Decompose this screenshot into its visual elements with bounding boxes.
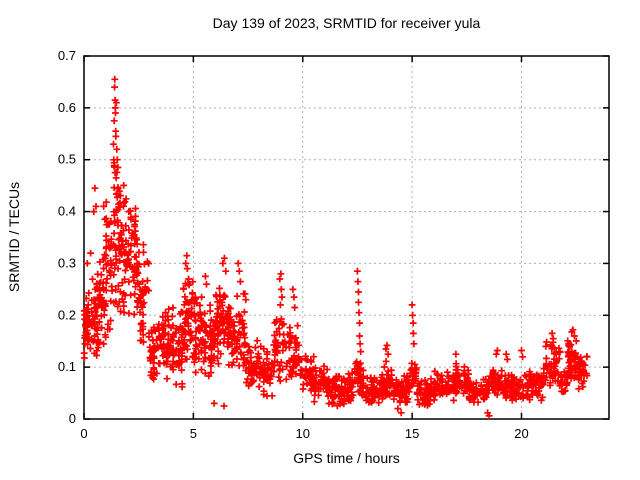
scatter-points xyxy=(80,75,591,420)
y-tick-label: 0.4 xyxy=(58,204,76,219)
y-tick-label: 0.5 xyxy=(58,152,76,167)
y-tick-label: 0.3 xyxy=(58,255,76,270)
y-tick-label: 0.2 xyxy=(58,307,76,322)
x-tick-label: 10 xyxy=(296,426,310,441)
x-tick-label: 15 xyxy=(405,426,419,441)
data-point-markers xyxy=(80,75,591,420)
y-tick-label: 0.1 xyxy=(58,359,76,374)
x-tick-label: 20 xyxy=(514,426,528,441)
y-tick-label: 0.7 xyxy=(58,48,76,63)
plot-border xyxy=(83,55,610,420)
chart-title: Day 139 of 2023, SRMTID for receiver yul… xyxy=(212,15,481,31)
plot-frame xyxy=(83,55,610,420)
x-tick-label: 0 xyxy=(80,426,87,441)
x-tick-label: 5 xyxy=(190,426,197,441)
y-tick-label: 0 xyxy=(69,411,76,426)
x-axis-label: GPS time / hours xyxy=(293,450,400,466)
tick-labels: 0 5 10 15 20 0 0.1 0.2 0.3 0.4 0.5 0.6 0.7 xyxy=(58,48,529,441)
gridlines xyxy=(84,56,609,419)
y-tick-label: 0.6 xyxy=(58,100,76,115)
